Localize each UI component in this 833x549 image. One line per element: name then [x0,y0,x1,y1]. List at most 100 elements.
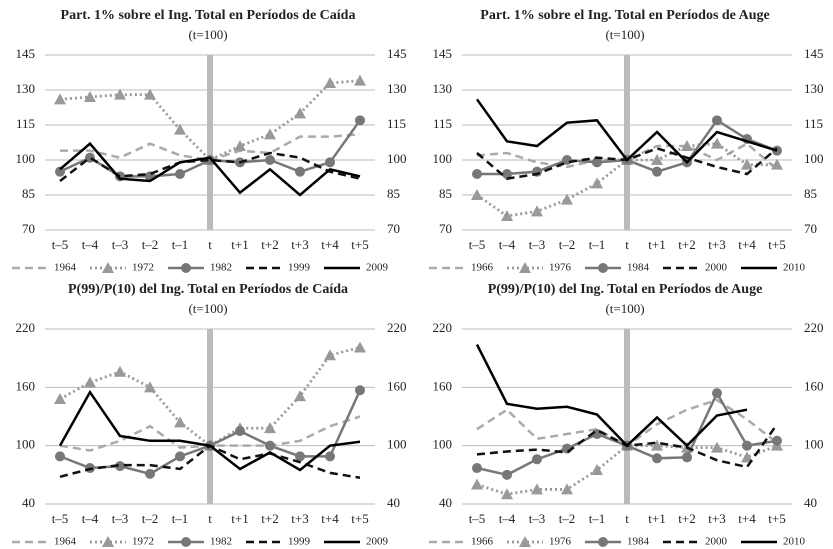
marker [265,440,275,451]
chart-title: P(99)/P(10) del Ing. Total en Períodos d… [488,282,763,297]
marker [264,422,276,434]
series-line [59,346,361,448]
y2-tick-label: 145 [804,46,824,61]
legend-label: 1976 [549,536,572,548]
marker [531,483,543,495]
x-tick-label: t–1 [589,237,606,252]
y2-tick-label: 130 [387,81,407,96]
y2-tick-label: 100 [387,437,407,452]
marker [652,166,662,177]
legend-marker [102,262,114,273]
x-tick-label: t+1 [648,511,665,526]
x-tick-label: t+5 [768,511,785,526]
y2-tick-label: 40 [387,495,400,510]
y-tick-label: 160 [433,378,453,393]
chart-title: P(99)/P(10) del Ing. Total en Períodos d… [68,282,348,297]
x-tick-label: t–4 [499,237,516,252]
x-tick-label: t+5 [351,237,368,252]
marker [501,210,513,221]
x-tick-label: t+1 [648,237,665,252]
marker [681,140,693,151]
legend-label: 1964 [54,262,77,274]
legend-marker [181,263,191,273]
x-tick-label: t [625,237,629,252]
y-tick-label: 40 [22,495,35,510]
legend-label: 1972 [132,536,154,548]
marker [145,468,155,479]
marker [651,439,663,451]
x-tick-label: t–4 [82,511,99,526]
y2-tick-label: 160 [804,378,824,393]
marker [652,453,662,464]
series-line [59,79,361,162]
legend-marker [102,536,114,547]
marker [115,461,125,472]
legend-marker [598,263,608,273]
marker [325,451,335,462]
y2-tick-label: 100 [804,437,824,452]
marker [325,157,335,168]
chart-title: Part. 1% sobre el Ing. Total en Períodos… [61,8,356,23]
marker [175,451,185,462]
marker [144,381,156,393]
x-tick-label: t [625,511,629,526]
x-tick-label: t+5 [351,511,368,526]
marker [324,77,336,88]
y2-tick-label: 85 [804,186,817,201]
marker [772,435,782,446]
marker [712,388,722,399]
marker [264,128,276,140]
marker [144,88,156,100]
marker [294,390,306,402]
marker [502,169,512,179]
marker [472,169,482,179]
marker [114,88,126,100]
marker [355,115,365,126]
reference-band [624,329,630,504]
marker [472,463,482,474]
marker [742,440,752,451]
x-tick-label: t–1 [172,511,189,526]
y-tick-label: 100 [433,151,453,166]
y-tick-label: 115 [433,116,452,131]
x-tick-label: t+4 [321,511,339,526]
marker [502,469,512,480]
marker [235,426,245,437]
marker [711,441,723,453]
x-tick-label: t+2 [678,237,695,252]
marker [741,158,753,170]
x-tick-label: t–3 [529,511,546,526]
x-tick-label: t+4 [738,237,756,252]
chart-subtitle: (t=100) [605,301,644,316]
marker [471,189,483,200]
y-tick-label: 160 [16,378,36,393]
x-tick-label: t–3 [112,511,129,526]
x-tick-label: t–2 [559,511,576,526]
marker [471,478,483,490]
x-tick-label: t+3 [291,511,308,526]
x-tick-label: t+2 [261,511,278,526]
marker [234,140,246,151]
legend-label: 2010 [783,262,806,274]
marker [265,155,275,165]
y-tick-label: 145 [16,46,36,61]
marker [84,91,96,102]
marker [711,137,723,149]
legend-label: 1976 [549,262,572,274]
x-tick-label: t+4 [738,511,756,526]
reference-band [207,329,213,504]
series-line [58,389,361,472]
reference-band [207,55,213,230]
y-tick-label: 85 [439,186,452,201]
series-line [476,142,778,171]
y-tick-label: 85 [22,186,35,201]
legend-marker [519,262,531,273]
y-tick-label: 220 [16,320,36,335]
y2-tick-label: 70 [387,221,400,236]
legend-marker [598,537,608,547]
series-line [59,141,361,197]
y-tick-label: 100 [433,437,453,452]
marker [712,115,722,126]
legend-label: 2009 [366,536,389,548]
y-tick-label: 40 [439,495,452,510]
